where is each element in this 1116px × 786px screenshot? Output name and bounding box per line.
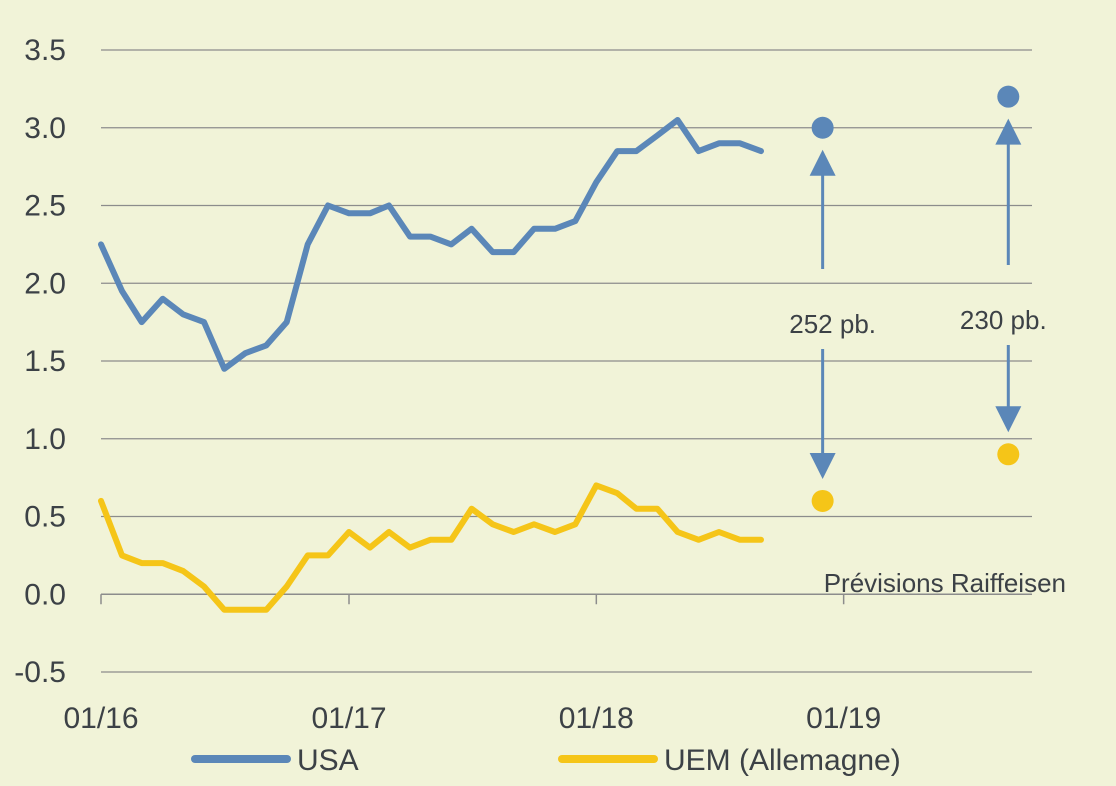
y-tick-label: -0.5 <box>14 656 66 689</box>
spread-arrow-down-head <box>995 406 1022 433</box>
y-tick-label: 2.0 <box>24 267 66 300</box>
y-axis-labels: 3.5 3.0 2.5 2.0 1.5 1.0 0.5 0.0 -0.5 <box>14 34 66 689</box>
y-tick-label: 3.0 <box>24 112 66 145</box>
y-tick-label: 2.5 <box>24 190 66 223</box>
x-tick-label: 01/19 <box>806 702 881 735</box>
y-tick-label: 1.0 <box>24 423 66 456</box>
y-tick-label: 0.5 <box>24 501 66 534</box>
forecast-point-usa <box>811 116 834 139</box>
spread-label: 230 pb. <box>960 305 1047 335</box>
forecast-label: Prévisions Raiffeisen <box>824 568 1066 598</box>
legend: USA UEM (Allemagne) <box>191 744 901 777</box>
spread-arrow-down-head <box>809 452 836 479</box>
series-line-uem <box>98 482 764 613</box>
legend-uem-label: UEM (Allemagne) <box>664 744 901 777</box>
spread-arrow-up-head <box>809 149 836 176</box>
spread-arrow-up-head <box>995 118 1022 145</box>
x-tick-label: 01/16 <box>63 702 138 735</box>
forecast-annotations: 252 pb. 230 pb. <box>789 85 1047 512</box>
y-tick-label: 0.0 <box>24 578 66 611</box>
y-tick-label: 1.5 <box>24 345 66 378</box>
series-lines <box>98 117 764 613</box>
x-tick-label: 01/17 <box>311 702 386 735</box>
y-tick-label: 3.5 <box>24 34 66 67</box>
legend-usa-label: USA <box>297 744 359 777</box>
gridlines <box>101 49 1032 673</box>
spread-label: 252 pb. <box>789 309 876 339</box>
x-axis: 01/16 01/17 01/18 01/19 <box>63 593 1032 735</box>
x-tick-label: 01/18 <box>559 702 634 735</box>
forecast-point-uem <box>811 489 834 512</box>
forecast-point-uem <box>997 443 1020 466</box>
series-line-usa <box>98 117 764 372</box>
forecast-point-usa <box>997 85 1020 108</box>
